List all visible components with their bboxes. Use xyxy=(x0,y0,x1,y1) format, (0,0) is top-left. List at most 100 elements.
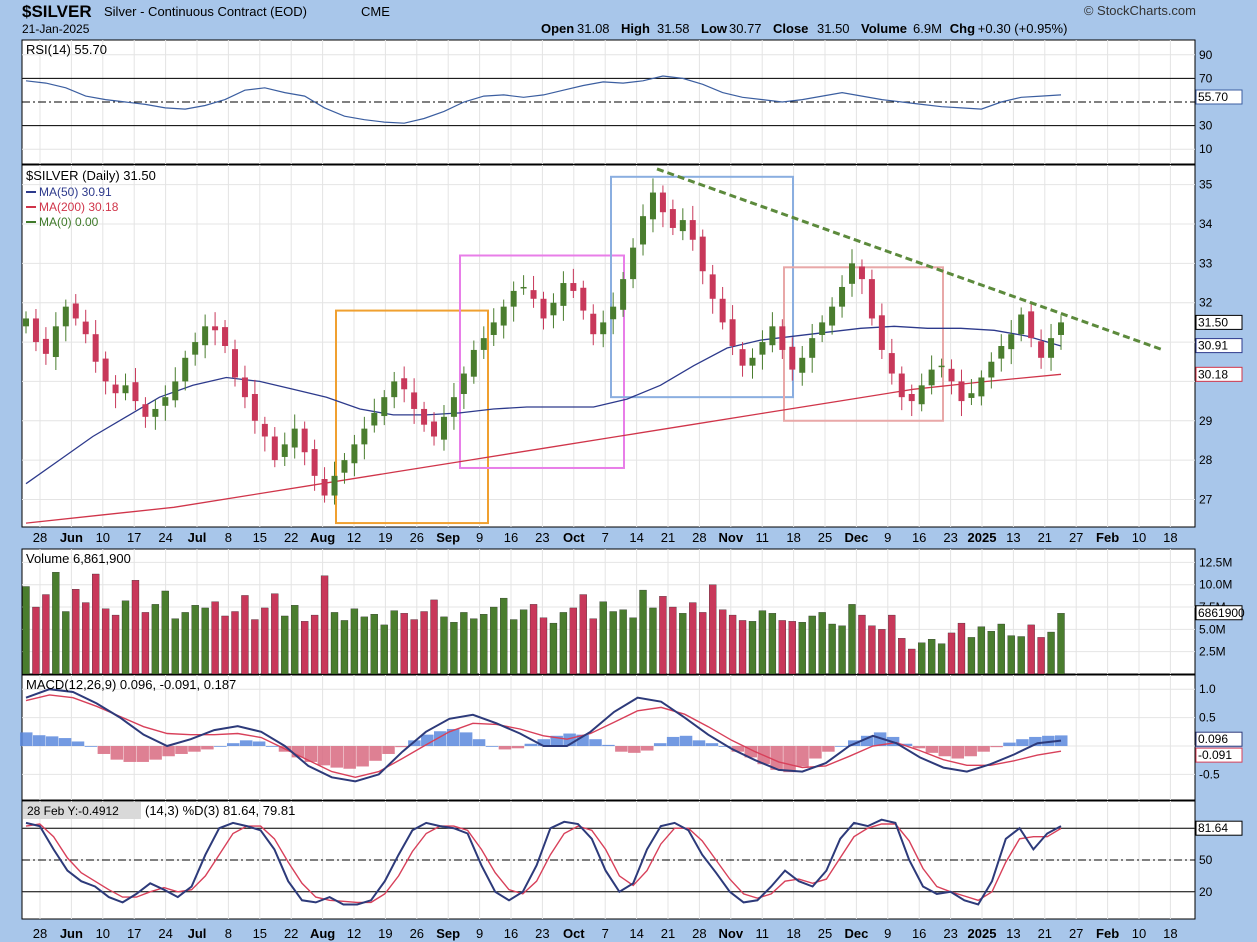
macd-histogram-bar xyxy=(201,746,214,750)
rsi-current-tag: 55.70 xyxy=(1198,90,1228,104)
macd-title: MACD(12,26,9) 0.096, -0.091, 0.187 xyxy=(26,677,236,692)
candle-up xyxy=(341,460,348,473)
volume-bar-down xyxy=(738,620,747,675)
volume-bar-down xyxy=(579,594,587,675)
candle-down xyxy=(311,449,318,476)
price-tick-label: 35 xyxy=(1199,178,1213,192)
volume-bar-down xyxy=(271,593,279,675)
candle-up xyxy=(1018,314,1025,335)
crosshair-tooltip: 28 Feb Y:-0.4912 xyxy=(27,804,119,818)
volume-bar-up xyxy=(440,616,448,675)
candle-down xyxy=(102,358,109,382)
volume-bar-up xyxy=(281,615,289,675)
consolidation-box-oct xyxy=(610,175,794,399)
volume-bar-down xyxy=(778,620,786,675)
macd-histogram-bar xyxy=(421,734,434,747)
volume-bar-up xyxy=(1057,613,1065,675)
volume-bar-up xyxy=(1017,636,1025,675)
x-tick-label: 16 xyxy=(504,530,518,545)
macd-histogram-bar xyxy=(291,746,305,758)
macd-histogram-bar xyxy=(511,746,525,749)
ohlc-value: 31.58 xyxy=(657,21,690,36)
macd-histogram-bar xyxy=(822,746,835,752)
price-tick-label: 27 xyxy=(1199,492,1213,506)
volume-bar-up xyxy=(808,615,816,675)
volume-bar-up xyxy=(480,614,488,675)
price-tick-label: 32 xyxy=(1199,296,1213,310)
x-axis-top: 28 Jun 10 17 24 Jul 8 15 22 Aug 12 19 26 Sep 9 16 23 Oct 7… xyxy=(33,530,1178,545)
macd-histogram-bar xyxy=(71,741,85,747)
candle-up xyxy=(649,192,656,220)
volume-bar-up xyxy=(798,622,806,675)
x-tick-label: Aug xyxy=(310,530,335,545)
volume-bar-up xyxy=(977,626,986,675)
ma200-line xyxy=(25,373,1062,524)
macd-histogram-bar xyxy=(395,746,408,748)
macd-histogram-bar xyxy=(589,739,602,747)
x-tick-label: 17 xyxy=(127,926,141,941)
x-tick-label: 7 xyxy=(602,530,609,545)
macd-histogram-bar xyxy=(809,746,822,759)
candle-up xyxy=(1058,322,1064,335)
macd-histogram-bar xyxy=(731,746,745,752)
volume-bar-down xyxy=(111,614,120,675)
candle-down xyxy=(858,266,865,280)
chart-date: 21-Jan-2025 xyxy=(22,22,90,36)
macd-histogram-bar xyxy=(718,746,732,747)
x-tick-label: 28 xyxy=(33,530,47,545)
symbol-label: $SILVER xyxy=(22,2,92,21)
candle-up xyxy=(480,338,487,350)
macd-tick-label: -0.5 xyxy=(1199,767,1220,781)
volume-bar-down xyxy=(211,601,219,675)
candle-up xyxy=(450,397,457,417)
candle-down xyxy=(321,478,328,496)
volume-bar-up xyxy=(1047,631,1055,675)
macd-histogram-bar xyxy=(1016,739,1029,747)
macd-histogram-bar xyxy=(162,746,175,757)
candle-up xyxy=(152,408,159,417)
volume-bar-up xyxy=(22,586,30,675)
candle-up xyxy=(391,381,398,398)
crosshair-tooltip-box xyxy=(23,802,141,819)
macd-histogram-bar xyxy=(537,739,550,747)
x-tick-label: Nov xyxy=(719,530,744,545)
candle-up xyxy=(550,302,557,316)
x-tick-label: 8 xyxy=(225,530,232,545)
x-tick-label: 11 xyxy=(755,530,769,545)
candle-up xyxy=(470,349,477,377)
volume-bar-up xyxy=(768,613,777,675)
x-tick-label: 12 xyxy=(347,926,361,941)
volume-bar-down xyxy=(410,619,418,675)
macd-histogram-bar xyxy=(265,746,279,747)
volume-bar-down xyxy=(659,596,667,675)
signal-tag: -0.091 xyxy=(1198,748,1232,762)
macd-histogram-bar xyxy=(45,736,59,747)
volume-bar-down xyxy=(957,622,966,675)
candle-up xyxy=(1048,338,1055,358)
price-close-tag-box xyxy=(1195,314,1243,330)
x-tick-label: 18 xyxy=(1163,530,1177,545)
volume-bar-down xyxy=(878,629,886,675)
volume-bar-up xyxy=(639,589,647,675)
volume-bar-down xyxy=(1037,637,1045,675)
ohlc-label: Low xyxy=(701,21,728,36)
x-tick-label: 10 xyxy=(1132,530,1146,545)
macd-histogram-bar xyxy=(472,739,486,747)
volume-bar-down xyxy=(1027,624,1035,675)
x-tick-label: Feb xyxy=(1096,926,1119,941)
ohlc-value: 31.08 xyxy=(577,21,610,36)
candle-down xyxy=(709,274,716,299)
macd-histogram-bar xyxy=(770,746,783,770)
macd-histogram-bar xyxy=(641,746,654,751)
volume-bar-down xyxy=(261,607,269,675)
candle-up xyxy=(510,290,517,307)
x-tick-label: 19 xyxy=(378,530,392,545)
x-tick-label: Feb xyxy=(1096,530,1119,545)
ma200-tag-box xyxy=(1195,366,1243,382)
price-tick-label: 34 xyxy=(1199,217,1213,231)
macd-histogram-bar xyxy=(1042,735,1055,747)
x-tick-label: Sep xyxy=(436,530,460,545)
macd-histogram-bar xyxy=(899,743,913,747)
candle-up xyxy=(381,397,388,417)
volume-bar-up xyxy=(997,623,1005,675)
